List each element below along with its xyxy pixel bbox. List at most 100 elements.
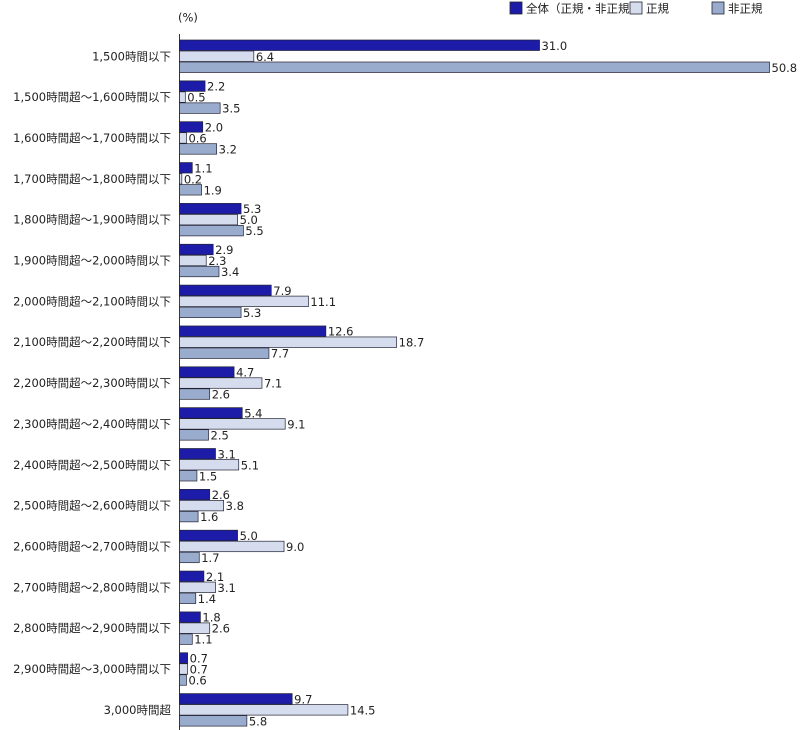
- bar: [179, 611, 201, 623]
- y-tick-label: 1,500時間以下: [92, 49, 171, 63]
- bar: [179, 203, 242, 215]
- bar: [179, 511, 199, 523]
- bar: [179, 336, 398, 348]
- y-tick-label: 1,900時間超～2,000時間以下: [13, 254, 171, 268]
- data-label: 11.1: [310, 295, 336, 309]
- bar: [179, 377, 263, 389]
- data-label: 5.3: [243, 202, 261, 216]
- bar: [179, 633, 193, 645]
- legend-label: 非正規: [728, 2, 763, 16]
- data-label: 0.2: [184, 172, 202, 186]
- bar: [179, 325, 327, 337]
- data-label: 4.7: [236, 366, 254, 380]
- legend-swatch: [509, 1, 523, 15]
- bar: [179, 674, 187, 686]
- bar: [179, 407, 243, 419]
- y-tick-label: 2,300時間超～2,400時間以下: [13, 417, 171, 431]
- data-label: 2.3: [208, 254, 226, 268]
- y-tick-label: 1,600時間超～1,700時間以下: [13, 131, 171, 145]
- data-label: 1.9: [204, 183, 222, 197]
- bar: [179, 663, 188, 675]
- data-label: 5.3: [243, 306, 261, 320]
- data-label: 2.1: [206, 570, 224, 584]
- data-label: 2.6: [212, 388, 230, 402]
- bar: [179, 184, 202, 196]
- data-label: 9.7: [294, 692, 312, 706]
- bar: [179, 570, 205, 582]
- bar: [179, 254, 207, 267]
- bar: [179, 693, 293, 705]
- data-label: 3.8: [226, 499, 244, 513]
- bar: [179, 121, 204, 133]
- data-label: 3.2: [219, 142, 237, 156]
- data-label: 0.7: [190, 652, 208, 666]
- bar: [179, 284, 272, 296]
- y-tick-label: 1,800時間超～1,900時間以下: [13, 213, 171, 227]
- bar: [179, 39, 540, 51]
- legend-label: 全体（正規・非正規）: [526, 2, 641, 16]
- data-label: 50.8: [772, 61, 798, 75]
- bar: [179, 388, 211, 400]
- data-label: 3.5: [222, 102, 240, 116]
- bar: [179, 529, 238, 542]
- bar: [179, 214, 238, 226]
- data-label: 0.5: [187, 91, 205, 105]
- y-tick-label: 2,500時間超～2,600時間以下: [13, 499, 171, 513]
- y-tick-label: 2,400時間超～2,500時間以下: [13, 458, 171, 472]
- bar: [179, 592, 197, 604]
- data-label: 1.7: [201, 551, 219, 565]
- bar: [179, 173, 183, 185]
- bar: [179, 366, 235, 378]
- data-label: 2.9: [215, 243, 233, 257]
- bar: [179, 306, 242, 318]
- data-label: 9.1: [287, 417, 305, 431]
- bar: [179, 61, 770, 73]
- bar: [179, 91, 186, 103]
- data-label: 0.6: [188, 674, 206, 688]
- legend-swatch: [711, 1, 725, 15]
- bar: [179, 418, 286, 430]
- legend-swatch: [629, 1, 643, 15]
- data-label: 1.4: [198, 592, 216, 606]
- bar: [179, 50, 255, 62]
- data-label: 12.6: [328, 325, 354, 339]
- data-label: 5.5: [245, 224, 263, 238]
- bar: [179, 715, 248, 727]
- bar: [179, 243, 214, 256]
- bar: [179, 500, 224, 512]
- bar: [179, 652, 188, 664]
- data-label: 14.5: [350, 703, 376, 717]
- data-label: 5.0: [240, 213, 258, 227]
- data-label: 7.1: [264, 377, 282, 391]
- bar: [179, 470, 198, 482]
- bar: [179, 429, 209, 441]
- data-label: 5.4: [244, 406, 262, 420]
- data-label: 1.1: [194, 633, 212, 647]
- data-label: 0.7: [190, 663, 208, 677]
- y-tick-label: 1,500時間超～1,600時間以下: [13, 90, 171, 104]
- data-label: 7.9: [273, 284, 291, 298]
- data-label: 3.4: [221, 265, 239, 279]
- data-label: 2.2: [207, 80, 225, 94]
- y-tick-label: 2,000時間超～2,100時間以下: [13, 294, 171, 308]
- y-tick-label: 2,700時間超～2,800時間以下: [13, 580, 171, 594]
- bar: [179, 162, 193, 174]
- bar: [179, 704, 349, 716]
- bar: [179, 622, 211, 634]
- bar: [179, 540, 285, 553]
- data-label: 2.0: [205, 120, 223, 134]
- y-tick-label: 2,200時間超～2,300時間以下: [13, 376, 171, 390]
- y-tick-label: 3,000時間超: [104, 703, 172, 717]
- bar: [179, 295, 309, 307]
- data-label: 5.0: [240, 529, 258, 543]
- data-label: 3.1: [218, 447, 236, 461]
- data-label: 5.1: [241, 458, 259, 472]
- bar: [179, 347, 270, 359]
- y-tick-label: 2,100時間超～2,200時間以下: [13, 335, 171, 349]
- bar: [179, 448, 216, 460]
- bar: [179, 265, 220, 278]
- data-label: 1.5: [199, 469, 217, 483]
- unit-label: (%): [178, 11, 198, 25]
- data-label: 3.1: [218, 581, 236, 595]
- data-label: 2.6: [212, 488, 230, 502]
